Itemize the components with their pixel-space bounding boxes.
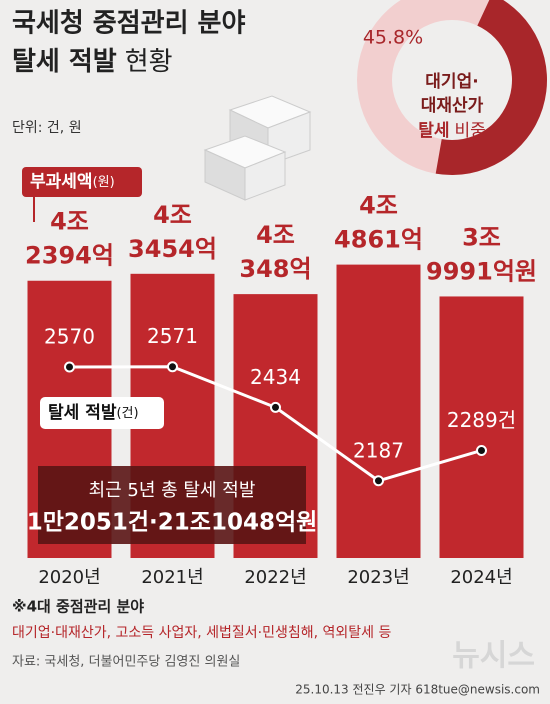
bar bbox=[439, 296, 524, 558]
title-light: 현황 bbox=[125, 47, 173, 77]
donut-center-light: 비중 bbox=[455, 121, 486, 141]
bar-legend: 부과세액(원) bbox=[30, 172, 115, 192]
unit: 단위: 건, 원 bbox=[12, 120, 82, 136]
title: 탈세 적발 현황 bbox=[12, 47, 173, 77]
line-legend: 탈세 적발(건) bbox=[48, 402, 139, 423]
line-point bbox=[167, 361, 178, 373]
bar-value-label: 4861억 bbox=[334, 226, 423, 254]
bar-value-label: 3454억 bbox=[128, 235, 217, 263]
line-value-label: 2434 bbox=[250, 365, 301, 389]
bar-value-label: 4조 bbox=[256, 221, 295, 249]
source: 자료: 국세청, 더불어민주당 김영진 의원실 bbox=[12, 655, 240, 670]
bar-legend-box bbox=[22, 167, 142, 197]
bar-legend-name: 부과세액 bbox=[30, 172, 93, 192]
bar-value-label: 9991억원 bbox=[426, 257, 537, 285]
x-tick-label: 2021년 bbox=[141, 567, 203, 588]
money-icon bbox=[203, 95, 312, 201]
line-point bbox=[64, 361, 75, 373]
x-tick-label: 2020년 bbox=[38, 567, 100, 588]
line-point bbox=[373, 475, 384, 487]
donut-center-bold: 탈세 bbox=[418, 120, 449, 141]
donut-center-label: 대재산가 bbox=[421, 96, 484, 116]
line-value-label: 2187 bbox=[353, 438, 404, 462]
line-point bbox=[270, 401, 281, 413]
summary-line: 최근 5년 총 탈세 적발 bbox=[89, 480, 256, 501]
title-bold: 탈세 적발 bbox=[12, 47, 117, 77]
x-tick-label: 2023년 bbox=[347, 567, 409, 588]
line-legend-box bbox=[40, 397, 164, 429]
bar-value-label: 348억 bbox=[239, 255, 311, 283]
x-tick-label: 2024년 bbox=[450, 567, 512, 588]
line-value-label: 2289건 bbox=[447, 408, 516, 432]
donut-value-label: 45.8% bbox=[363, 27, 423, 49]
line-point bbox=[476, 444, 487, 456]
donut-segment bbox=[435, 0, 547, 175]
line-legend-name: 탈세 적발 bbox=[48, 402, 117, 423]
bar-value-label: 4조 bbox=[153, 201, 192, 229]
bar-value-label: 2394억 bbox=[25, 242, 114, 270]
line-value-label: 2570 bbox=[44, 325, 95, 349]
line-legend-unit: (건) bbox=[116, 406, 138, 421]
summary-total: 1만2051건·21조1048억원 bbox=[27, 510, 318, 536]
bar-value-label: 3조 bbox=[462, 223, 501, 251]
note-items: 대기업·대재산가, 고소득 사업자, 세법질서·민생침해, 역외탈세 등 bbox=[12, 625, 392, 641]
summary-box bbox=[38, 466, 306, 544]
bar-value-label: 4조 bbox=[50, 208, 89, 236]
logo: 뉴시스 bbox=[452, 639, 535, 674]
bar-value-label: 4조 bbox=[359, 192, 398, 220]
credit: 25.10.13 전진우 기자 618tue@newsis.com bbox=[295, 683, 540, 697]
note-title: ※4대 중점관리 분야 bbox=[12, 598, 144, 616]
line-value-label: 2571 bbox=[147, 324, 198, 348]
title: 국세청 중점관리 분야 bbox=[12, 9, 245, 39]
donut-center-label: 탈세 비중 bbox=[418, 120, 486, 141]
donut-center-label: 대기업· bbox=[425, 72, 478, 92]
bar-legend-unit: (원) bbox=[93, 175, 115, 190]
x-tick-label: 2022년 bbox=[244, 567, 306, 588]
bar bbox=[336, 264, 421, 558]
